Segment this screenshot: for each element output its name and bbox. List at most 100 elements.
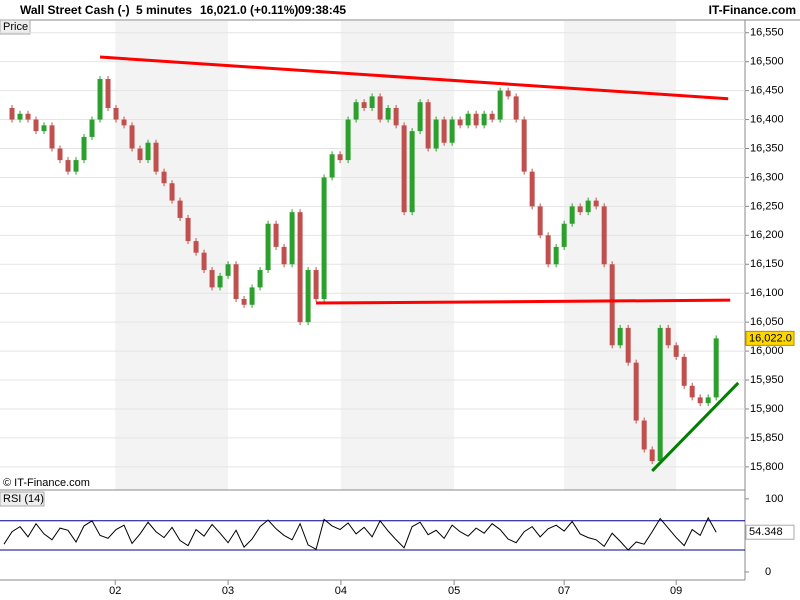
candle bbox=[185, 217, 191, 242]
last-rsi-box bbox=[745, 524, 795, 540]
candle bbox=[49, 125, 55, 149]
y-tick-label: 16,150 bbox=[750, 258, 784, 270]
candle bbox=[377, 96, 383, 120]
x-tick-label: 09 bbox=[670, 585, 682, 597]
y-tick-label: 16,300 bbox=[750, 171, 784, 183]
candle bbox=[665, 327, 671, 346]
candle bbox=[425, 102, 431, 149]
candle bbox=[337, 154, 343, 161]
candle bbox=[681, 356, 687, 386]
candle bbox=[705, 397, 711, 404]
candle bbox=[353, 102, 359, 120]
y-tick-label: 16,400 bbox=[750, 113, 784, 125]
candle bbox=[473, 113, 479, 126]
candle bbox=[25, 113, 31, 120]
x-tick-label: 05 bbox=[448, 585, 460, 597]
candle bbox=[393, 107, 399, 126]
candle bbox=[593, 200, 599, 207]
candle bbox=[641, 420, 647, 450]
last-price: 16,022.0 bbox=[749, 332, 792, 344]
trendline bbox=[99, 55, 729, 101]
quote: 16,021.0 (+0.11%) bbox=[200, 3, 298, 17]
candle bbox=[89, 119, 95, 137]
candle bbox=[697, 397, 703, 404]
candle bbox=[137, 148, 143, 161]
last-price-box bbox=[745, 330, 795, 346]
y-tick-label: 0 bbox=[765, 566, 771, 578]
candle bbox=[409, 131, 415, 213]
candle bbox=[145, 142, 151, 161]
candle bbox=[113, 107, 119, 120]
panel-label: Price bbox=[3, 21, 28, 33]
candle bbox=[489, 113, 495, 120]
candle bbox=[649, 449, 655, 462]
candle bbox=[585, 200, 591, 213]
brand: IT-Finance.com bbox=[709, 3, 796, 17]
y-tick-label: 16,000 bbox=[750, 345, 784, 357]
candle bbox=[81, 136, 87, 161]
candle bbox=[465, 113, 471, 126]
candle bbox=[217, 275, 223, 288]
candle bbox=[313, 270, 319, 299]
x-tick-label: 03 bbox=[222, 585, 234, 597]
candle bbox=[609, 264, 615, 346]
candle bbox=[17, 113, 23, 120]
candle bbox=[177, 200, 183, 218]
candle bbox=[297, 212, 303, 323]
candle bbox=[209, 270, 215, 288]
candle bbox=[449, 119, 455, 143]
y-tick-label: 16,250 bbox=[750, 200, 784, 212]
candle bbox=[673, 345, 679, 357]
x-tick-label: 04 bbox=[335, 585, 347, 597]
y-tick-label: 100 bbox=[765, 493, 783, 505]
candle bbox=[369, 96, 375, 108]
candle bbox=[633, 362, 639, 421]
candle bbox=[529, 171, 535, 207]
candle bbox=[513, 96, 519, 120]
candle bbox=[553, 246, 559, 265]
y-tick-label: 15,800 bbox=[750, 461, 784, 473]
candle bbox=[481, 113, 487, 126]
day-shade bbox=[564, 21, 677, 490]
candle bbox=[401, 125, 407, 213]
candle bbox=[33, 119, 39, 132]
candle bbox=[689, 385, 695, 398]
y-tick-label: 16,200 bbox=[750, 229, 784, 241]
symbol: Wall Street Cash (-) bbox=[20, 3, 130, 17]
candle bbox=[169, 183, 175, 201]
candle bbox=[97, 79, 103, 120]
candle bbox=[601, 206, 607, 265]
candle bbox=[289, 212, 295, 265]
rsi-line bbox=[3, 516, 717, 551]
candle bbox=[505, 90, 511, 97]
time: 09:38:45 bbox=[298, 3, 346, 17]
y-tick-label: 16,050 bbox=[750, 316, 784, 328]
candle bbox=[497, 90, 503, 120]
candle bbox=[225, 264, 231, 276]
candle bbox=[713, 338, 719, 398]
candle bbox=[121, 119, 127, 126]
y-tick-label: 15,900 bbox=[750, 403, 784, 415]
candle bbox=[433, 119, 439, 149]
y-tick-label: 15,850 bbox=[750, 432, 784, 444]
watermark: © IT-Finance.com bbox=[3, 477, 90, 489]
interval: 5 minutes bbox=[136, 3, 192, 17]
y-tick-label: 16,550 bbox=[750, 27, 784, 39]
trendline bbox=[316, 298, 731, 305]
candle bbox=[265, 223, 271, 271]
day-shade bbox=[340, 21, 455, 490]
candle bbox=[105, 79, 111, 108]
x-tick-label: 07 bbox=[558, 585, 570, 597]
candle bbox=[385, 107, 391, 120]
candle bbox=[361, 102, 367, 108]
y-tick-label: 16,100 bbox=[750, 287, 784, 299]
candle bbox=[561, 223, 567, 247]
candle bbox=[57, 148, 63, 161]
candle bbox=[305, 270, 311, 323]
candle bbox=[201, 252, 207, 271]
candle bbox=[537, 206, 543, 236]
trendline bbox=[651, 381, 740, 472]
candle bbox=[329, 154, 335, 178]
